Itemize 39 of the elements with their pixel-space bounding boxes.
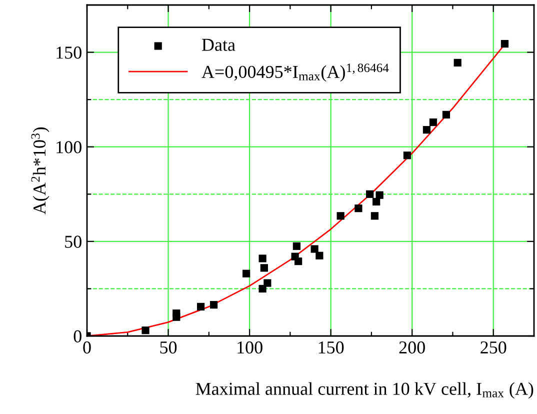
x-tick-label: 0 xyxy=(83,341,91,354)
point xyxy=(429,118,438,126)
y-tick-label: 0 xyxy=(74,330,82,342)
point xyxy=(258,254,266,262)
point xyxy=(316,252,324,260)
x-tick-label: 150 xyxy=(318,341,344,354)
legend-label: Data xyxy=(202,38,236,51)
point xyxy=(292,242,300,250)
point xyxy=(196,302,205,310)
y-tick-label: 50 xyxy=(65,236,82,248)
point xyxy=(172,313,180,321)
point xyxy=(422,126,431,134)
y-axis-title: A(A$^{2}$h*10$^{3}$) xyxy=(31,127,50,214)
x-tick-label: 100 xyxy=(238,341,262,354)
point xyxy=(403,152,412,160)
point xyxy=(442,110,450,119)
point xyxy=(336,212,344,220)
point xyxy=(294,257,302,266)
point xyxy=(366,190,374,198)
y-tick-label: 150 xyxy=(56,46,82,59)
x-axis-title: Maximal annual current in 10 kV cell, I$_{max}$ (A) xyxy=(196,382,534,399)
point xyxy=(376,191,384,199)
point xyxy=(310,245,318,253)
point xyxy=(370,212,379,220)
point xyxy=(372,198,380,206)
point xyxy=(264,279,272,287)
point xyxy=(454,58,462,66)
point xyxy=(260,264,268,272)
x-tick-label: 250 xyxy=(480,341,506,354)
point xyxy=(142,326,150,334)
point xyxy=(258,284,266,293)
point xyxy=(500,40,509,48)
y-tick-label: 100 xyxy=(56,141,82,154)
point xyxy=(242,270,250,278)
point xyxy=(210,300,218,309)
point xyxy=(354,204,362,212)
x-tick-label: 50 xyxy=(160,341,177,354)
x-tick-label: 200 xyxy=(399,341,425,354)
legend-label: A=0,00495*I$_{max}$(A)$^{1,86464}$ xyxy=(202,64,389,82)
